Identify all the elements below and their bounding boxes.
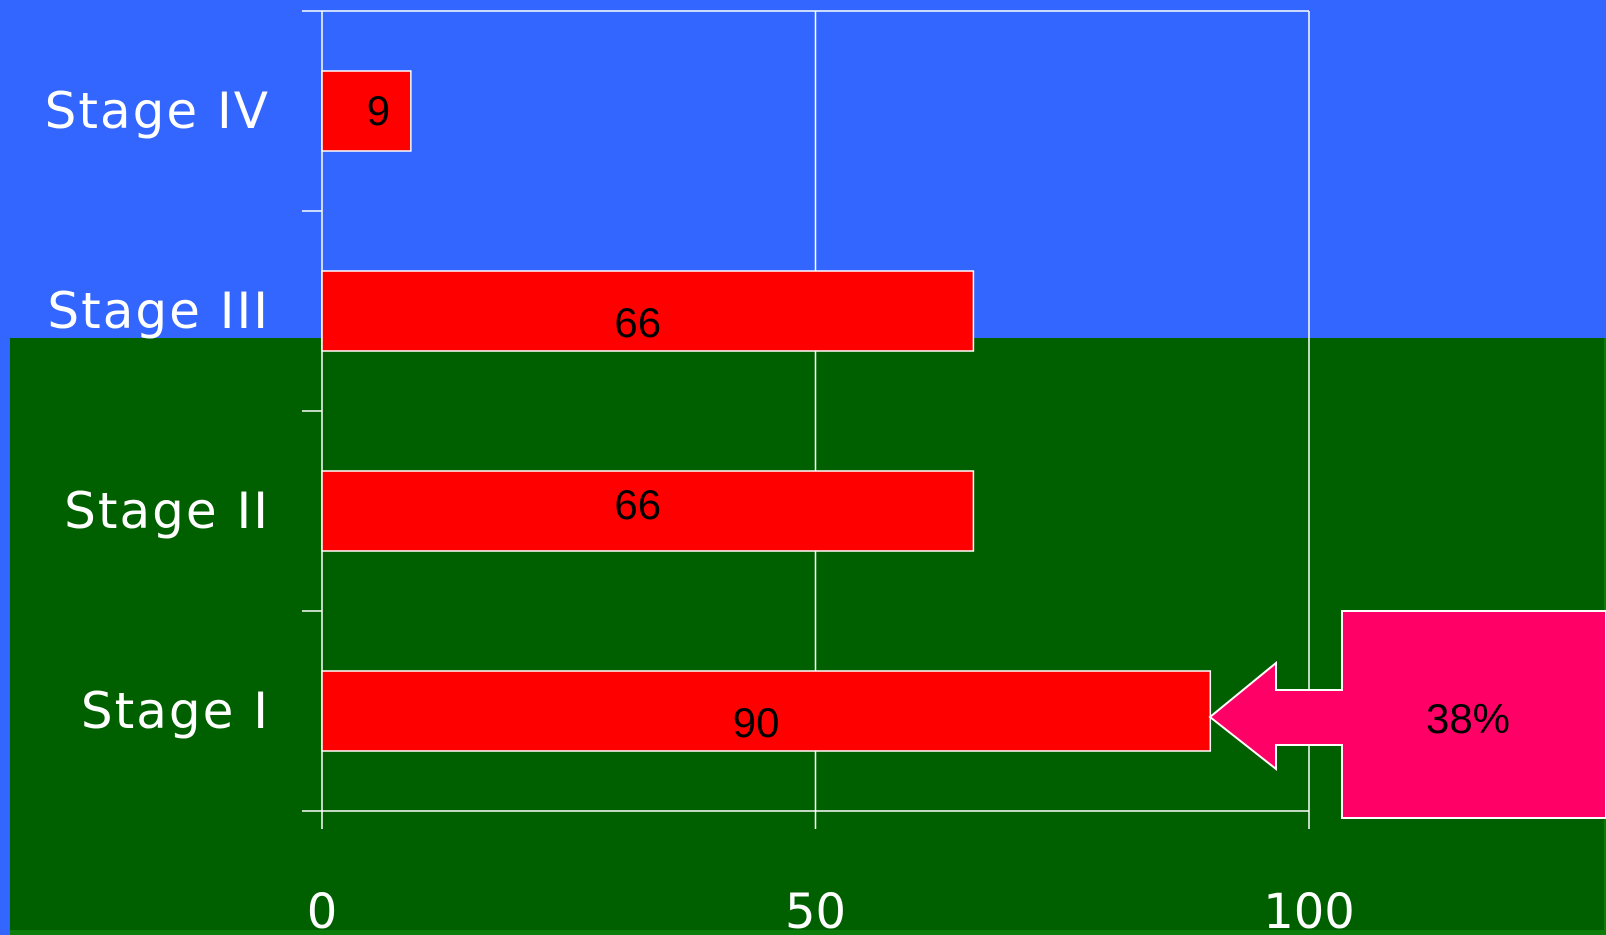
category-label: Stage III xyxy=(47,282,270,340)
x-tick-label: 0 xyxy=(307,884,338,935)
label-layer: 0 50 100 90 Stage I 66 Stage II 66 Stage III 9 Sta… xyxy=(45,82,1355,935)
category-label: Stage II xyxy=(64,482,270,540)
category-label: Stage IV xyxy=(45,82,270,140)
bar-stage-iii xyxy=(321,270,975,352)
x-tick-label: 50 xyxy=(785,884,846,935)
bar-layer xyxy=(321,70,1212,752)
data-label: 90 xyxy=(733,699,780,746)
data-label: 66 xyxy=(614,481,661,528)
background-lower-edge xyxy=(10,930,1606,935)
bar-stage-iv xyxy=(321,70,412,152)
bar-stage-ii xyxy=(321,470,975,552)
bar-stage-i xyxy=(321,670,1212,752)
category-label: Stage I xyxy=(81,682,270,740)
x-tick-label: 100 xyxy=(1263,884,1355,935)
callout-arrow xyxy=(1208,610,1606,819)
data-label: 9 xyxy=(367,87,390,134)
background-lower xyxy=(10,338,1606,935)
callout-label: 38% xyxy=(1426,695,1510,742)
callout-layer: 38% xyxy=(1208,610,1606,819)
data-label: 66 xyxy=(614,299,661,346)
